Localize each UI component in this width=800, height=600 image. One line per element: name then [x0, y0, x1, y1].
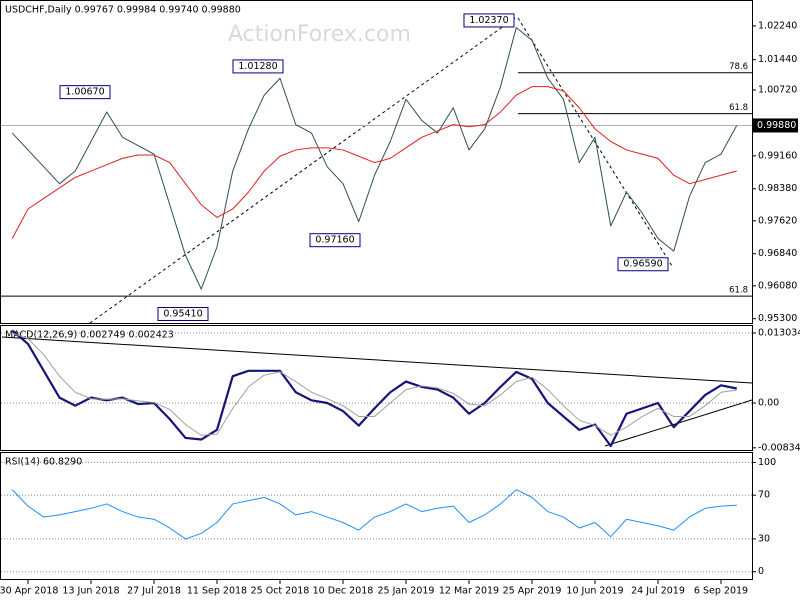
- y-tick-label: 0.99160: [758, 150, 797, 161]
- fib-label: 61.8: [729, 286, 748, 296]
- y-tick-label: 0.97620: [758, 215, 797, 226]
- rsi-pane: [0, 452, 753, 580]
- annotation-label: 0.97160: [315, 235, 354, 246]
- x-tick-label: 11 Sep 2018: [187, 586, 247, 597]
- annotation-label: 1.02370: [469, 15, 508, 26]
- annotation-box: [309, 233, 361, 248]
- last-price-label: 0.99880: [757, 120, 796, 131]
- y-tick-label: 0.95300: [758, 313, 797, 324]
- annotation-box: [232, 59, 284, 74]
- price-pane: [0, 0, 753, 324]
- y-tick-label: 0.98380: [758, 183, 797, 194]
- x-tick-label: 13 Jun 2018: [62, 586, 119, 597]
- y-tick-label: 30: [758, 533, 770, 544]
- annotation-label: 1.00670: [65, 87, 104, 98]
- annotation-box: [157, 307, 209, 322]
- annotation-box: [59, 85, 111, 100]
- macd-pane: [0, 325, 753, 451]
- x-tick-label: 27 Jul 2018: [127, 586, 181, 597]
- series-line: [11, 489, 737, 540]
- y-tick-label: 1.02240: [758, 20, 797, 31]
- y-tick-label: 0.96840: [758, 248, 797, 259]
- x-tick-label: 25 Jan 2019: [378, 586, 435, 597]
- series-line: [11, 329, 737, 448]
- last-price-box: [752, 118, 798, 133]
- series-line: [11, 86, 737, 239]
- annotation-box: [463, 13, 515, 28]
- y-tick-label: 0.96080: [758, 280, 797, 291]
- y-tick-label: 1.01440: [758, 54, 797, 65]
- y-tick-label: 1.00720: [758, 85, 797, 96]
- pane-title: USDCHF,Daily 0.99767 0.99984 0.99740 0.9…: [5, 5, 241, 16]
- fib-label: 78.6: [729, 62, 748, 72]
- series-line: [11, 27, 738, 290]
- y-tick-label: 100: [758, 457, 776, 468]
- y-tick-label: 70: [758, 490, 770, 501]
- x-tick-label: 6 Sep 2019: [694, 586, 748, 597]
- x-tick-label: 30 Apr 2018: [0, 586, 58, 597]
- annotation-label: 0.96590: [623, 259, 662, 270]
- x-tick-label: 24 Jul 2019: [631, 586, 685, 597]
- series-line: [12, 332, 737, 436]
- y-tick-label: -0.00834: [758, 442, 800, 453]
- fib-label: 61.8: [729, 103, 748, 113]
- x-tick-label: 10 Dec 2018: [313, 586, 374, 597]
- x-tick-label: 12 Mar 2019: [439, 586, 499, 597]
- trend-line: [1, 336, 753, 384]
- pane-title: MACD(12,26,9) 0.002749 0.002423: [5, 330, 174, 341]
- trend-line: [89, 17, 516, 324]
- x-tick-label: 25 Apr 2019: [503, 586, 562, 597]
- y-tick-label: 0.00: [758, 398, 779, 409]
- x-tick-label: 25 Oct 2018: [251, 586, 310, 597]
- annotation-label: 1.01280: [238, 61, 277, 72]
- y-tick-label: 0: [758, 566, 764, 577]
- watermark: ActionForex.com: [228, 22, 411, 47]
- annotation-label: 0.95410: [163, 309, 202, 320]
- annotation-box: [617, 257, 669, 272]
- x-tick-label: 10 Jun 2019: [566, 586, 623, 597]
- y-tick-label: 0.013034: [758, 328, 800, 339]
- trend-line: [517, 17, 673, 267]
